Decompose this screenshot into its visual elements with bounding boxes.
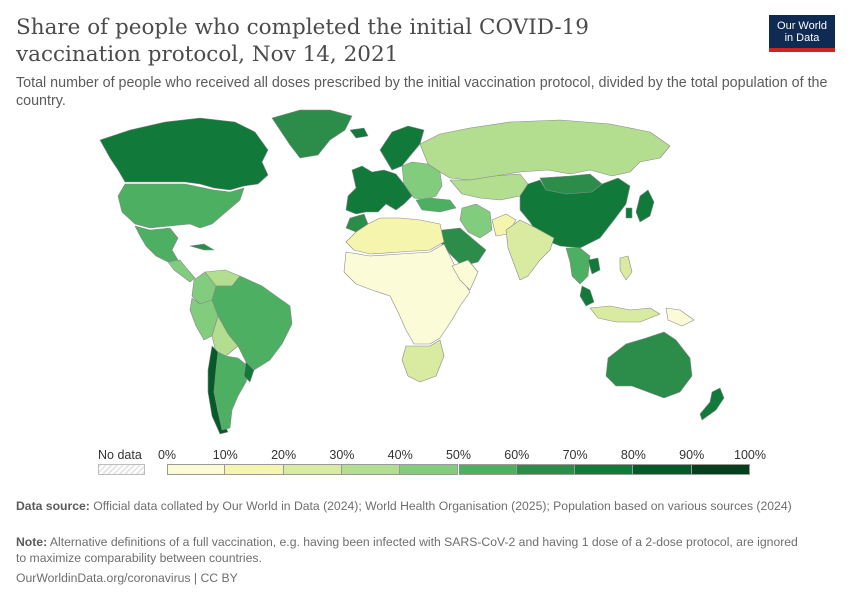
- color-legend: No data 0% 10% 20% 30% 40% 50% 60% 70% 80% 90% 100…: [0, 440, 850, 480]
- legend-tick-label: 40%: [387, 448, 413, 462]
- legend-bin[interactable]: [516, 464, 576, 475]
- region-southeast-asia[interactable]: [565, 247, 591, 285]
- legend-bin[interactable]: [283, 464, 342, 475]
- region-cambodia[interactable]: [587, 257, 601, 275]
- legend-tick-label: 50%: [445, 448, 472, 462]
- legend-tick-label: 30%: [329, 448, 355, 462]
- region-papua-new-guinea[interactable]: [665, 307, 695, 327]
- legend-bin[interactable]: [400, 464, 459, 475]
- region-sub-saharan-africa[interactable]: [343, 243, 471, 345]
- region-united-states[interactable]: [117, 183, 245, 229]
- region-turkey[interactable]: [415, 197, 457, 213]
- legend-tick-label: 80%: [620, 448, 646, 462]
- legend-bin[interactable]: [167, 464, 226, 475]
- chart-title: Share of people who completed the initia…: [16, 15, 589, 67]
- data-source-text: Official data collated by Our World in D…: [93, 499, 792, 513]
- region-scandinavia[interactable]: [379, 125, 425, 171]
- region-europe-east[interactable]: [401, 161, 443, 201]
- legend-bin[interactable]: [341, 464, 401, 475]
- logo-line-1: Our World: [777, 20, 827, 32]
- legend-tick-label: 100%: [734, 448, 766, 462]
- note-label: Note:: [16, 535, 48, 549]
- legend-bin[interactable]: [691, 464, 750, 475]
- owid-logo[interactable]: Our World in Data: [769, 15, 835, 52]
- region-europe-west[interactable]: [345, 165, 413, 215]
- region-new-zealand[interactable]: [699, 387, 725, 421]
- legend-bin[interactable]: [575, 464, 634, 475]
- no-data-label: No data: [98, 448, 142, 462]
- note-text: Alternative definitions of a full vaccin…: [16, 535, 798, 565]
- data-source: Data source: Official data collated by O…: [16, 498, 806, 514]
- region-indonesia[interactable]: [589, 305, 661, 323]
- no-data-swatch[interactable]: [98, 464, 145, 475]
- legend-tick-label: 10%: [212, 448, 238, 462]
- chart-note: Note: Alternative definitions of a full …: [16, 534, 806, 566]
- data-source-label: Data source:: [16, 499, 90, 513]
- legend-tick-label: 70%: [562, 448, 588, 462]
- region-iran[interactable]: [459, 203, 493, 239]
- legend-bin[interactable]: [633, 464, 692, 475]
- region-india[interactable]: [505, 219, 555, 281]
- region-southern-africa[interactable]: [401, 339, 445, 383]
- legend-tick-label: 90%: [679, 448, 705, 462]
- source-url[interactable]: OurWorldinData.org/coronavirus | CC BY: [16, 571, 238, 585]
- region-central-america[interactable]: [167, 259, 196, 283]
- legend-bin[interactable]: [225, 464, 284, 475]
- region-russia[interactable]: [419, 119, 671, 181]
- region-malaysia[interactable]: [579, 285, 595, 307]
- region-japan[interactable]: [635, 189, 655, 223]
- region-canada[interactable]: [99, 117, 269, 191]
- legend-tick-label: 60%: [504, 448, 530, 462]
- world-map[interactable]: [0, 100, 850, 445]
- logo-line-2: in Data: [784, 32, 820, 44]
- region-philippines[interactable]: [619, 255, 633, 281]
- legend-bin[interactable]: [458, 464, 517, 475]
- region-iceland[interactable]: [349, 127, 369, 139]
- region-north-africa[interactable]: [345, 217, 445, 255]
- region-uruguay[interactable]: [243, 361, 255, 383]
- legend-tick-label: 0%: [157, 448, 177, 462]
- legend-tick-label: 20%: [271, 448, 297, 462]
- region-south-korea[interactable]: [625, 207, 633, 219]
- chart-subtitle: Total number of people who received all …: [16, 75, 828, 109]
- region-mexico[interactable]: [134, 225, 179, 263]
- region-eastern-africa[interactable]: [451, 259, 479, 291]
- region-argentina[interactable]: [213, 351, 251, 431]
- region-cuba[interactable]: [189, 243, 215, 251]
- region-greenland[interactable]: [271, 109, 353, 159]
- region-australia[interactable]: [605, 331, 693, 399]
